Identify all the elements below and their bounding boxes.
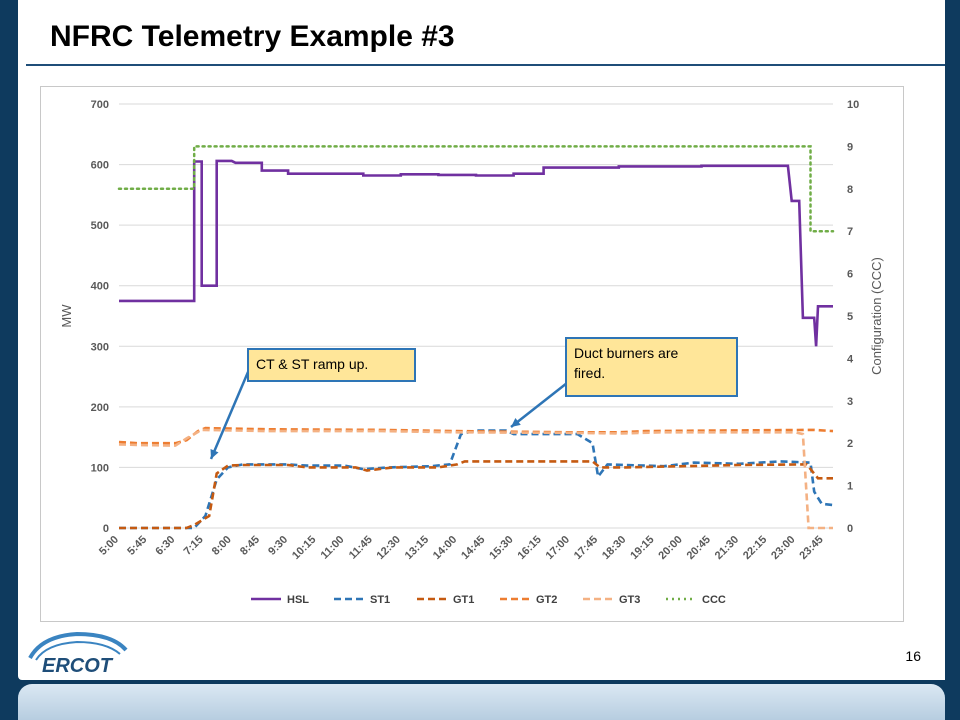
y2-tick-label: 4 <box>847 353 854 365</box>
y2-tick-label: 2 <box>847 438 853 450</box>
x-tick-label: 20:00 <box>656 534 684 562</box>
x-tick-label: 7:15 <box>182 534 206 558</box>
ercot-logo: ERCOT <box>28 631 128 677</box>
legend-label-hsl: HSL <box>287 594 309 606</box>
x-tick-label: 22:15 <box>741 534 769 562</box>
callout-ramp-text: CT & ST ramp up. <box>256 356 368 372</box>
x-tick-label: 11:45 <box>347 534 375 562</box>
y2-tick-label: 6 <box>847 269 853 281</box>
callout-duct-text: Duct burners are <box>574 345 678 361</box>
x-tick-label: 14:45 <box>459 534 487 562</box>
footer-bar <box>18 684 945 720</box>
legend-label-gt1: GT1 <box>453 594 474 606</box>
logo-text: ERCOT <box>42 655 114 677</box>
y2-tick-label: 3 <box>847 396 853 408</box>
series-line-gt3 <box>118 428 833 530</box>
legend-label-gt2: GT2 <box>536 594 557 606</box>
callout-duct <box>565 337 738 397</box>
chart-frame: 0 100 200 300 400 500 600 700 0 1 2 3 4 5 6 7 8 9 10 5:00 5:… <box>40 86 904 622</box>
series-line-hsl <box>119 159 833 347</box>
callout-ramp <box>247 348 416 382</box>
x-tick-label: 23:45 <box>797 534 825 562</box>
x-tick-label: 18:30 <box>600 534 628 562</box>
x-tick-label: 17:45 <box>572 534 600 562</box>
x-tick-label: 5:00 <box>97 534 121 558</box>
telemetry-chart: 0 100 200 300 400 500 600 700 0 1 2 3 4 5 6 7 8 9 10 5:00 5:… <box>59 99 884 606</box>
x-tick-label: 8:00 <box>210 534 234 558</box>
y-tick-label: 700 <box>91 99 109 111</box>
y2-axis-title: Configuration (CCC) <box>869 257 884 375</box>
x-tick-label: 13:15 <box>403 534 431 562</box>
legend-label-st1: ST1 <box>370 594 390 606</box>
y-tick-label: 400 <box>91 281 109 293</box>
x-tick-label: 16:15 <box>516 534 544 562</box>
callout-arrow-duct <box>510 382 568 428</box>
series-line-gt1 <box>119 460 833 530</box>
series-line-st1 <box>119 429 834 530</box>
y-tick-label: 100 <box>91 462 109 474</box>
y-tick-label: 200 <box>91 402 109 414</box>
y-tick-label: 300 <box>91 341 109 353</box>
x-tick-label: 20:45 <box>685 534 713 562</box>
callout-arrow-duct-head <box>511 418 521 427</box>
y-tick-label: 0 <box>103 523 109 535</box>
legend-label-gt3: GT3 <box>619 594 640 606</box>
y2-tick-label: 8 <box>847 184 853 196</box>
x-tick-label: 19:15 <box>628 534 656 562</box>
x-tick-label: 11:00 <box>319 534 347 562</box>
x-tick-label: 9:30 <box>266 534 290 558</box>
x-tick-label: 10:15 <box>290 534 318 562</box>
y2-tick-label: 0 <box>847 523 853 535</box>
x-tick-label: 21:30 <box>713 534 741 562</box>
callout-duct-text: fired. <box>574 365 605 381</box>
slide: NFRC Telemetry Example #3 0 100 200 300 400 5… <box>18 0 945 680</box>
y2-tick-label: 10 <box>847 99 859 111</box>
x-tick-label: 23:00 <box>769 534 797 562</box>
page-title: NFRC Telemetry Example #3 <box>50 20 455 53</box>
y-tick-label: 500 <box>91 220 109 232</box>
y2-tick-label: 5 <box>847 311 853 323</box>
y-tick-label: 600 <box>91 160 109 172</box>
x-tick-label: 5:45 <box>125 534 149 558</box>
x-tick-label: 8:45 <box>238 534 262 558</box>
x-tick-label: 15:30 <box>487 534 515 562</box>
x-tick-label: 17:00 <box>544 534 572 562</box>
legend-label-ccc: CCC <box>702 594 726 606</box>
y2-tick-label: 1 <box>847 481 853 493</box>
callout-arrow-ramp <box>209 364 253 460</box>
callout-arrow-ramp-head <box>210 449 219 459</box>
x-tick-label: 6:30 <box>153 534 177 558</box>
y2-tick-label: 9 <box>847 141 853 153</box>
page-number: 16 <box>905 648 921 664</box>
series-line-ccc <box>117 145 835 233</box>
y2-tick-label: 7 <box>847 226 853 238</box>
title-divider <box>26 64 945 66</box>
y-axis-title: MW <box>59 304 74 328</box>
x-tick-label: 14:00 <box>431 534 459 562</box>
x-tick-label: 12:30 <box>375 534 403 562</box>
